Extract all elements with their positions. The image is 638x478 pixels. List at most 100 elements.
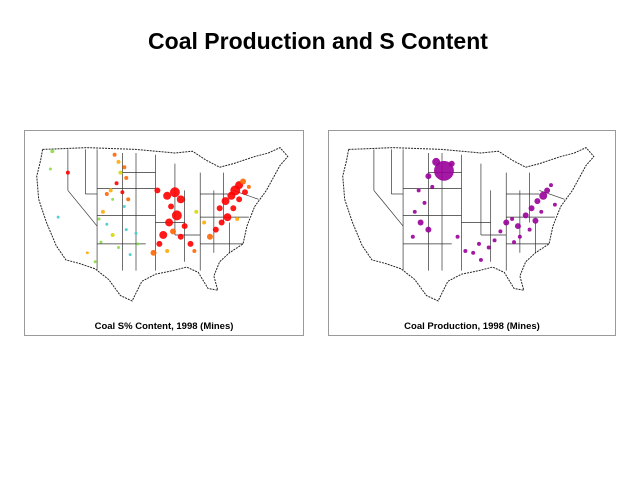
mine-marker bbox=[512, 240, 517, 245]
mine-marker bbox=[177, 233, 184, 240]
sulfur-content-map-graphic bbox=[36, 147, 289, 302]
mine-marker bbox=[539, 209, 544, 214]
coal-production-map: Coal Production, 1998 (Mines) bbox=[328, 130, 616, 336]
mine-marker bbox=[230, 205, 237, 212]
mine-marker bbox=[116, 159, 121, 164]
mine-marker bbox=[471, 250, 476, 255]
mine-marker bbox=[528, 205, 535, 212]
mine-marker bbox=[122, 165, 127, 170]
mine-marker bbox=[120, 190, 125, 195]
mine-marker bbox=[534, 198, 541, 205]
mine-markers bbox=[48, 149, 251, 264]
coal-production-map-graphic bbox=[342, 147, 595, 302]
mine-marker bbox=[65, 170, 70, 175]
mine-marker bbox=[126, 197, 131, 202]
sulfur-content-map-caption: Coal S% Content, 1998 (Mines) bbox=[94, 321, 234, 332]
mine-marker bbox=[412, 209, 417, 214]
mine-marker bbox=[510, 216, 515, 221]
coal-production-map-caption: Coal Production, 1998 (Mines) bbox=[404, 321, 540, 332]
mine-marker bbox=[110, 233, 115, 237]
mine-marker bbox=[410, 234, 415, 239]
mine-marker bbox=[124, 175, 129, 180]
us-state-boundaries bbox=[36, 147, 289, 302]
mine-marker bbox=[154, 187, 161, 194]
mine-marker bbox=[527, 227, 532, 232]
mine-marker bbox=[422, 200, 427, 205]
mine-marker bbox=[434, 160, 454, 181]
mine-marker bbox=[56, 215, 60, 219]
mine-marker bbox=[187, 240, 194, 247]
mine-marker bbox=[128, 253, 132, 257]
mine-marker bbox=[181, 223, 188, 230]
mine-marker bbox=[111, 197, 115, 201]
mine-marker bbox=[116, 245, 120, 249]
mine-marker bbox=[202, 220, 207, 225]
mine-marker bbox=[430, 184, 435, 189]
mine-marker bbox=[163, 191, 172, 200]
state-boundary-line bbox=[67, 190, 98, 227]
mine-marker bbox=[448, 160, 455, 167]
mine-marker bbox=[416, 188, 421, 193]
mine-marker bbox=[114, 181, 119, 186]
us-outline bbox=[342, 147, 595, 302]
mine-marker bbox=[176, 195, 185, 204]
us-outline bbox=[36, 147, 289, 302]
mine-marker bbox=[206, 233, 213, 240]
mine-marker bbox=[112, 152, 117, 157]
mine-marker bbox=[236, 196, 243, 203]
mine-marker bbox=[218, 219, 225, 226]
mine-marker bbox=[100, 209, 105, 214]
mine-marker bbox=[194, 209, 199, 214]
slide-title: Coal Production and S Content bbox=[148, 28, 488, 54]
mine-marker bbox=[93, 260, 97, 264]
mine-marker bbox=[235, 216, 240, 221]
mine-marker bbox=[477, 241, 481, 246]
mine-marker bbox=[539, 191, 548, 200]
mine-marker bbox=[165, 249, 170, 254]
mine-marker bbox=[168, 203, 175, 210]
mine-marker bbox=[552, 202, 557, 207]
mine-marker bbox=[432, 157, 441, 166]
mine-marker bbox=[136, 242, 140, 246]
mine-marker bbox=[549, 183, 553, 188]
state-boundary-line bbox=[373, 190, 404, 227]
mine-marker bbox=[118, 170, 123, 175]
mine-marker bbox=[169, 228, 176, 235]
mine-marker bbox=[50, 149, 55, 154]
mine-marker bbox=[486, 245, 491, 250]
mine-marker bbox=[108, 188, 113, 193]
mine-marker bbox=[417, 219, 424, 226]
mine-marker bbox=[478, 257, 483, 262]
mine-marker bbox=[165, 218, 174, 227]
mine-marker bbox=[48, 167, 52, 171]
mine-marker bbox=[169, 187, 180, 198]
mine-marker bbox=[122, 204, 126, 208]
mine-marker bbox=[159, 231, 168, 239]
mine-marker bbox=[212, 226, 219, 233]
mine-marker bbox=[150, 249, 157, 256]
mine-marker bbox=[85, 251, 89, 255]
mine-marker bbox=[97, 217, 101, 221]
mine-marker bbox=[522, 212, 529, 219]
mine-marker bbox=[532, 217, 539, 224]
mine-marker bbox=[105, 222, 109, 226]
mine-marker bbox=[246, 184, 251, 189]
mine-marker bbox=[425, 226, 432, 233]
mine-marker bbox=[134, 231, 138, 235]
mine-marker bbox=[221, 197, 230, 206]
mine-marker bbox=[425, 173, 432, 180]
us-state-boundaries bbox=[342, 147, 595, 302]
mine-marker bbox=[544, 187, 551, 194]
mine-marker bbox=[514, 223, 521, 230]
mine-marker bbox=[492, 238, 497, 243]
mine-marker bbox=[192, 249, 197, 254]
mine-marker bbox=[216, 205, 223, 212]
mine-marker bbox=[223, 213, 232, 222]
mine-marker bbox=[455, 234, 460, 239]
mine-marker bbox=[104, 192, 109, 196]
mine-marker bbox=[99, 240, 103, 244]
mine-markers bbox=[410, 157, 557, 262]
mine-marker bbox=[498, 229, 503, 234]
mine-marker bbox=[156, 240, 163, 247]
